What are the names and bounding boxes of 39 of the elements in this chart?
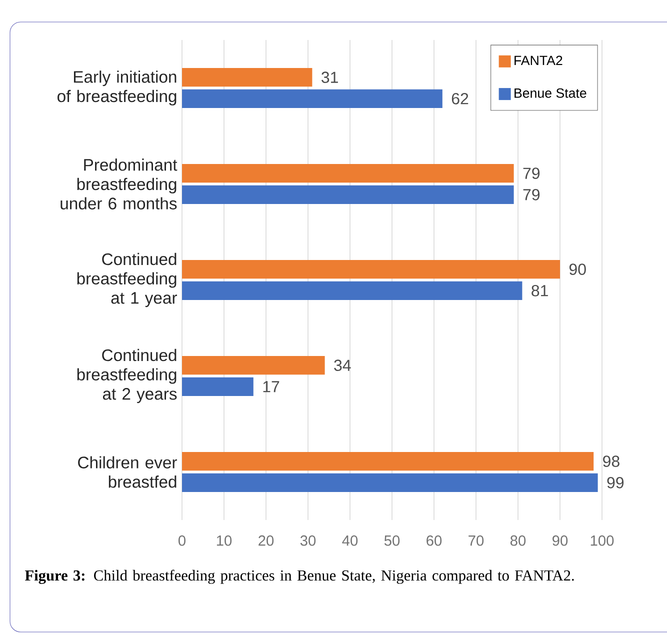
data-label: 34 — [334, 360, 351, 371]
legend-label: FANTA2 — [514, 56, 562, 66]
x-tick-label: 20 — [258, 535, 274, 546]
x-tick-label: 50 — [384, 535, 400, 546]
data-label: 90 — [569, 264, 586, 275]
bar — [182, 89, 442, 108]
y-tick-label: Predominant breastfeeding under 6 months — [60, 158, 178, 210]
x-tick-label: 80 — [510, 535, 526, 546]
text: Figure 3: Child breastfeeding practices in Benue State, Nigeria compared to FANTA2. — [24, 570, 574, 584]
x-tick-label: 100 — [590, 535, 614, 546]
data-label: 62 — [452, 93, 468, 104]
y-tick-label: Continued breastfeeding at 1 year — [77, 252, 177, 308]
x-tick-label: 70 — [468, 535, 484, 546]
data-label: 81 — [532, 285, 548, 296]
legend-label: Benue State — [514, 88, 586, 98]
x-tick-label: 30 — [300, 535, 316, 546]
x-tick-label: 40 — [342, 535, 358, 546]
data-label: 99 — [607, 477, 624, 488]
bar — [182, 281, 522, 300]
y-tick-label: Children ever breastfed — [78, 456, 177, 488]
data-label: 31 — [322, 72, 338, 83]
bar — [182, 68, 312, 87]
y-tick-label: Early initiation of breastfeeding — [58, 70, 176, 106]
bar — [182, 185, 514, 204]
bar — [182, 377, 254, 396]
data-label: 79 — [523, 168, 540, 179]
data-label: 98 — [603, 456, 620, 467]
x-tick-label: 0 — [178, 535, 186, 546]
bar — [182, 164, 514, 183]
x-tick-label: 90 — [552, 535, 568, 546]
bar — [182, 452, 594, 471]
bar — [182, 473, 598, 492]
data-label: 79 — [523, 189, 540, 200]
x-tick-label: 10 — [216, 535, 232, 546]
y-tick-label: Continued breastfeeding at 2 years — [77, 348, 177, 404]
bar — [182, 260, 560, 279]
bar — [182, 356, 325, 375]
data-label: 17 — [263, 381, 280, 392]
x-tick-label: 60 — [426, 535, 442, 546]
